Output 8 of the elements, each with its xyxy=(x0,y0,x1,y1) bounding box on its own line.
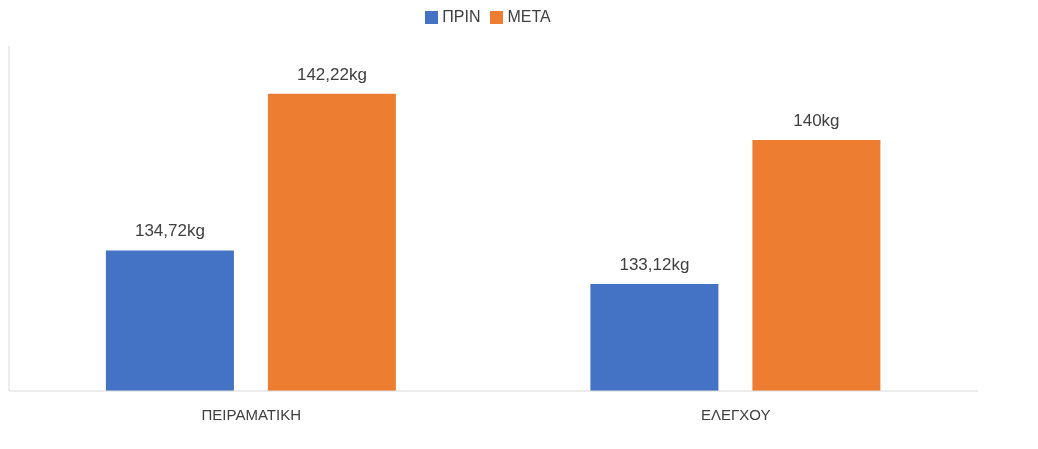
x-tick-label: ΕΛΕΓΧΟΥ xyxy=(701,405,771,423)
legend-label: ΜΕΤΑ xyxy=(507,8,551,25)
data-label: 134,72kg xyxy=(134,221,205,241)
legend-label: ΠΡΙΝ xyxy=(442,8,481,25)
data-label: 133,12kg xyxy=(619,254,690,274)
data-label: 142,22kg xyxy=(296,64,367,84)
x-tick-label: ΠΕΙΡΑΜΑΤΙΚΗ xyxy=(201,405,301,423)
data-label: 140kg xyxy=(793,111,840,131)
